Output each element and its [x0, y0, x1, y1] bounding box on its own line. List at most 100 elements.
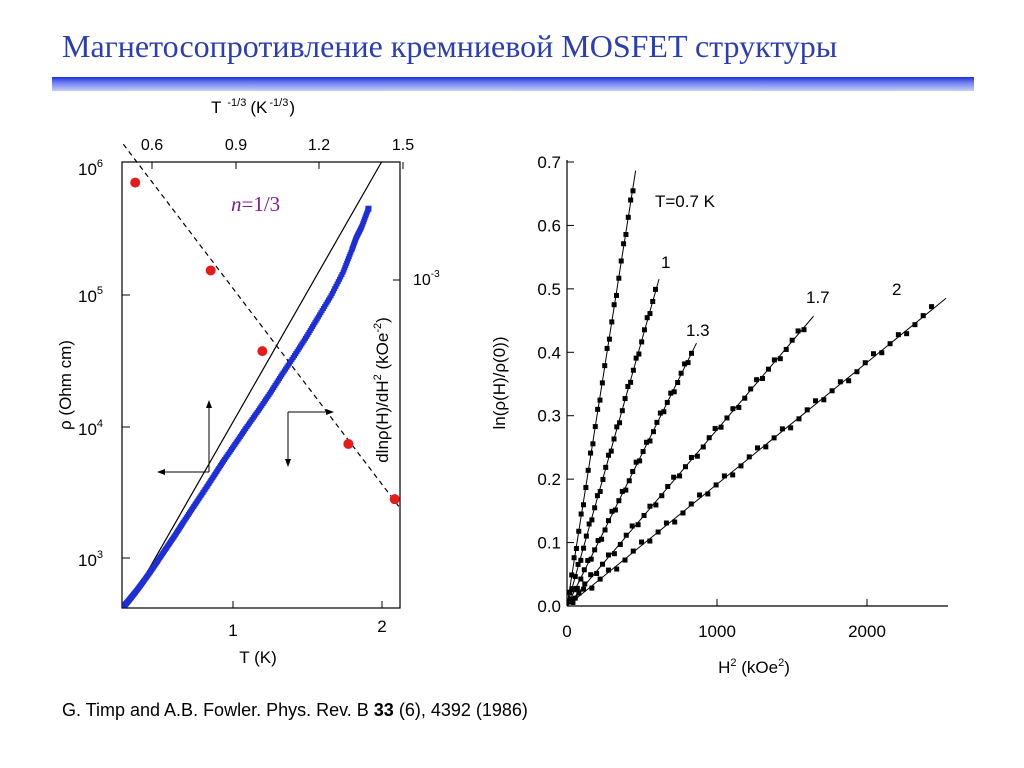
- data-point: [602, 363, 608, 369]
- data-point: [663, 520, 669, 526]
- data-point: [618, 258, 624, 264]
- data-point: [616, 498, 622, 504]
- arrow-right-head: [326, 409, 334, 415]
- data-point: [713, 482, 719, 488]
- fit-line: [566, 297, 947, 607]
- data-point: [639, 339, 645, 345]
- data-point: [570, 599, 576, 605]
- data-point: [659, 493, 665, 499]
- data-point: [633, 459, 639, 465]
- data-point: [575, 561, 581, 567]
- data-point: [589, 585, 595, 591]
- data-point: [609, 508, 615, 514]
- data-point: [721, 473, 727, 479]
- data-point: [567, 590, 573, 596]
- data-point: [612, 507, 618, 513]
- data-point: [724, 415, 730, 421]
- y-tick-label: 0.5: [537, 280, 561, 299]
- data-point: [625, 214, 631, 220]
- title-underline-bar: [52, 77, 974, 91]
- data-point: [639, 539, 645, 545]
- data-point: [788, 425, 794, 431]
- data-point: [712, 425, 718, 431]
- data-point: [821, 397, 827, 403]
- right-axes-ticks: 0 1000 2000 0.0 0.1 0.2 0.3 0.4 0.5 0.6 0.7: [537, 153, 886, 641]
- data-point: [829, 388, 835, 394]
- data-point: [630, 468, 636, 474]
- left-tick-label: 105: [78, 285, 103, 306]
- data-point: [574, 585, 580, 591]
- data-point: [748, 386, 754, 392]
- right-tick-label: 10-3: [413, 269, 440, 289]
- data-point: [629, 523, 635, 529]
- data-point: [611, 436, 617, 442]
- data-point: [644, 315, 650, 321]
- data-point: [630, 367, 636, 373]
- top-tick-label: 1.2: [308, 137, 330, 154]
- temperature-labels: T=0.7 K 1 1.3 1.7 2: [655, 192, 901, 340]
- right-chart-ylabel: ln(ρ(H)/ρ(0)): [490, 337, 509, 430]
- data-point: [572, 595, 578, 601]
- data-point: [705, 491, 711, 497]
- slope-point: [257, 346, 268, 357]
- data-point: [622, 396, 628, 402]
- data-point: [597, 576, 603, 582]
- data-point: [583, 485, 589, 491]
- data-point: [616, 275, 622, 281]
- right-chart-xlabel: H2 (kOe2): [718, 657, 790, 677]
- top-axis-label: T -1/3 (K -1/3): [211, 97, 295, 117]
- data-point: [854, 369, 860, 375]
- arrow-up-head: [206, 400, 212, 408]
- data-point: [671, 474, 677, 480]
- data-point: [588, 450, 594, 456]
- left-axis-label: ρ (Ohm cm): [56, 340, 75, 430]
- data-point: [688, 454, 694, 460]
- data-point: [630, 548, 636, 554]
- arrow-down-head: [285, 459, 291, 467]
- slide-title: Магнетосопротивление кремниевой MOSFET с…: [62, 28, 838, 64]
- data-point: [675, 380, 681, 386]
- data-point: [637, 458, 643, 464]
- citation: G. Timp and A.B. Fowler. Phys. Rev. B 33…: [62, 700, 528, 721]
- data-point: [623, 487, 629, 493]
- arrow-left-head: [157, 469, 165, 475]
- data-point: [623, 232, 629, 238]
- data-point: [578, 576, 584, 582]
- n-annotation: n=1/3: [231, 192, 280, 216]
- citation-prefix: G. Timp and A.B. Fowler. Phys. Rev. B: [62, 700, 374, 720]
- data-point: [606, 518, 611, 524]
- left-fit-lines: [122, 143, 401, 607]
- data-point: [730, 472, 736, 478]
- data-point: [795, 328, 801, 334]
- data-point: [789, 337, 795, 343]
- data-point: [661, 409, 667, 415]
- top-tick-label: 0.9: [225, 137, 247, 154]
- data-point: [625, 383, 631, 389]
- data-point: [597, 397, 603, 403]
- left-tick-label: 106: [78, 158, 103, 179]
- data-point: [583, 533, 589, 539]
- data-point: [604, 345, 610, 351]
- temperature-label: 2: [892, 280, 901, 299]
- data-point: [846, 378, 852, 384]
- temperature-label: 1: [661, 253, 670, 272]
- data-point: [581, 567, 587, 573]
- y-tick-label: 0.4: [537, 343, 561, 362]
- data-point: [614, 424, 620, 430]
- data-point: [606, 336, 612, 342]
- citation-suffix: (6), 4392 (1986): [393, 700, 528, 720]
- data-point: [588, 572, 594, 578]
- data-point: [771, 357, 777, 363]
- magnetoresistance-slope-points: [130, 177, 400, 505]
- data-point: [920, 313, 926, 319]
- data-point: [754, 377, 760, 383]
- temperature-label: 1.3: [686, 321, 710, 340]
- data-point: [895, 332, 901, 338]
- data-point: [765, 366, 771, 372]
- data-point: [641, 327, 647, 333]
- data-point: [912, 322, 918, 328]
- data-point: [771, 435, 777, 441]
- data-point: [576, 590, 582, 596]
- data-point: [594, 493, 600, 499]
- data-point: [763, 444, 769, 450]
